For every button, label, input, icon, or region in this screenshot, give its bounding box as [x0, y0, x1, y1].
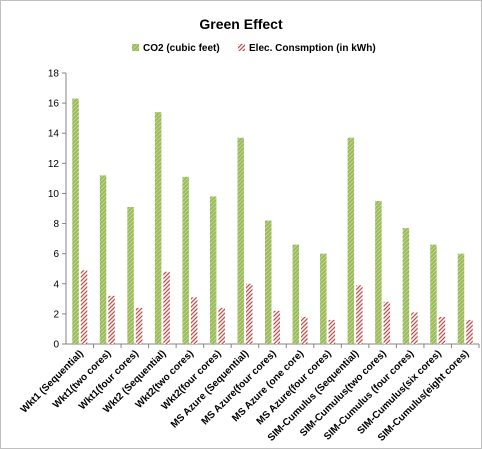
legend-swatch-elec: [238, 44, 245, 51]
bar-co2: [182, 176, 189, 344]
bar-co2: [402, 228, 410, 344]
bar-elec: [273, 310, 280, 344]
bar-elec: [328, 319, 336, 344]
bar-elec: [163, 271, 170, 344]
bar-elec: [135, 307, 143, 344]
bar-elec: [80, 270, 88, 344]
y-tick-label: 8: [53, 219, 59, 230]
y-tick-label: 16: [48, 99, 60, 110]
bar-co2: [292, 244, 300, 344]
bar-elec: [108, 295, 115, 344]
bar-co2: [375, 200, 382, 344]
bar-elec: [301, 316, 308, 344]
bar-elec: [190, 297, 198, 344]
bar-elec: [245, 283, 253, 344]
bar-co2: [127, 206, 134, 344]
bar-co2: [209, 196, 217, 344]
y-tick-label: 4: [53, 279, 59, 290]
bar-co2: [265, 220, 272, 344]
y-tick-label: 12: [48, 159, 60, 170]
bar-elec: [218, 307, 225, 344]
bar-co2: [99, 175, 107, 344]
bars: [72, 98, 473, 345]
legend: CO2 (cubic feet) Elec. Consmption (in kW…: [132, 43, 376, 54]
bar-co2: [154, 112, 162, 345]
bar-co2: [237, 137, 244, 344]
y-axis-ticks: 0 2 4 6 8 10 12 14 16 18: [48, 69, 66, 351]
y-tick-label: 14: [48, 129, 60, 140]
bar-elec: [356, 285, 363, 344]
bar-elec: [411, 312, 418, 344]
bar-co2: [320, 253, 327, 344]
y-tick-label: 18: [48, 69, 60, 80]
bar-elec: [383, 301, 391, 344]
bar-co2: [430, 244, 437, 344]
legend-label-elec: Elec. Consmption (in kWh): [249, 43, 376, 54]
y-tick-label: 6: [53, 249, 59, 260]
x-axis-categories: Wkt1 (Sequential)Wkt1(two cores)Wkt1(fou…: [19, 344, 480, 444]
chart-title: Green Effect: [199, 16, 283, 32]
bar-co2: [457, 253, 465, 344]
axes: [65, 73, 479, 345]
y-tick-label: 10: [48, 189, 60, 200]
y-tick-label: 2: [53, 309, 59, 320]
bar-co2: [72, 98, 79, 344]
bar-elec: [466, 319, 473, 344]
legend-swatch-co2: [132, 44, 139, 51]
bar-elec: [438, 316, 446, 344]
legend-label-co2: CO2 (cubic feet): [143, 43, 220, 54]
y-tick-label: 0: [53, 340, 59, 351]
bar-co2: [347, 137, 355, 344]
